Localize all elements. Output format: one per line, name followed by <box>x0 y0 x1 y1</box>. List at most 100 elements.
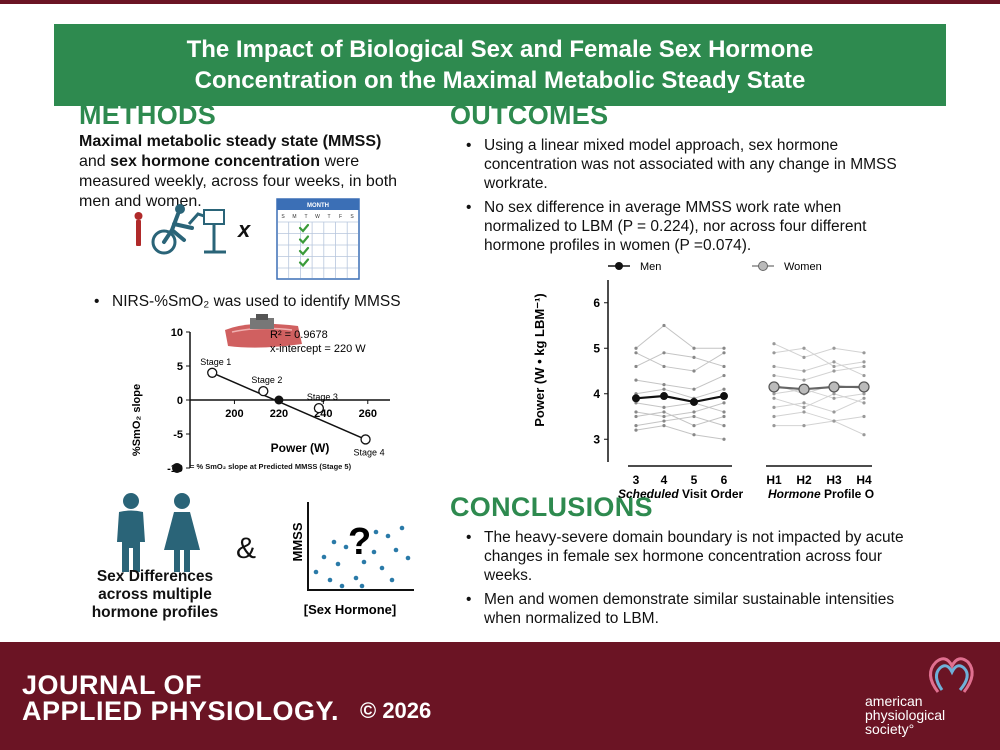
scatter-dot <box>327 577 333 583</box>
conclusions-bullet-2: Men and women demonstrate similar sustai… <box>466 590 914 628</box>
individual-women-point <box>862 392 866 396</box>
aps-logo-icon <box>929 657 974 693</box>
individual-women-point <box>862 351 866 355</box>
individual-men-point <box>722 364 726 369</box>
scatter-ylabel: MMSS <box>290 522 305 561</box>
xgroup2-italic: Hormone <box>768 487 821 500</box>
journal-line-1: JOURNAL OF <box>22 670 203 700</box>
individual-women-point <box>832 396 836 400</box>
individual-men-point <box>722 437 726 441</box>
nirs-y-tick-label: 10 <box>171 327 183 339</box>
individual-men-point <box>722 387 726 391</box>
nirs-legend: = % SmO₂ slope at Predicted MMSS (Stage … <box>190 462 352 471</box>
power-x-tick-label: H4 <box>856 473 872 487</box>
scatter-dot <box>399 525 405 531</box>
individual-men-point <box>634 364 638 369</box>
calendar-day-label: S <box>281 214 285 220</box>
individual-women-point <box>832 364 836 369</box>
individual-men-point <box>662 405 666 409</box>
individual-women-line <box>774 420 865 436</box>
nirs-x-tick-label: 200 <box>225 408 243 420</box>
individual-men-line <box>635 352 725 367</box>
methods-heading: METHODS <box>79 100 217 130</box>
power-x-tick-label: H1 <box>766 473 782 487</box>
question-mark: ? <box>348 521 371 563</box>
conclusions-heading: CONCLUSIONS <box>450 492 653 522</box>
scatter-dot <box>379 565 385 571</box>
power-y-tick-label: 5 <box>593 341 600 355</box>
individual-women-point <box>802 410 806 414</box>
legend-men-label: Men <box>640 261 661 273</box>
footer-bar: JOURNAL OF APPLIED PHYSIOLOGY. © 2026 am… <box>0 642 1000 750</box>
times-symbol: x <box>238 217 251 242</box>
outcomes-bullet-2: No sex difference in average MMSS work r… <box>466 198 914 255</box>
legend-men: Men <box>608 261 661 273</box>
individual-women-point <box>772 373 776 378</box>
individual-men-point <box>662 424 666 428</box>
individual-women-point <box>862 414 866 419</box>
society-line-2: physiological <box>865 707 946 723</box>
power-x-tick-label: 4 <box>661 473 668 487</box>
xgroup1-rest: Visit Order <box>682 487 743 500</box>
nirs-xlabel: Power (W) <box>271 441 330 455</box>
individual-men-point <box>634 346 638 350</box>
predicted-mmss-marker-icon <box>172 463 182 473</box>
individual-men-point <box>692 355 696 359</box>
individual-men-point <box>722 424 726 428</box>
nirs-r2: R² = 0.9678 <box>270 329 328 341</box>
journal-title: JOURNAL OF APPLIED PHYSIOLOGY. <box>22 670 339 725</box>
legend-women-label: Women <box>784 261 822 273</box>
individual-women-point <box>802 401 806 405</box>
abstract-card: The Impact of Biological Sex and Female … <box>40 12 960 642</box>
scatter-dot <box>331 539 337 545</box>
mean-men-point <box>660 392 668 401</box>
individual-women-point <box>802 378 806 382</box>
mean-men-line <box>635 394 725 404</box>
nirs-y-tick-label: -5 <box>173 429 183 441</box>
calendar-day-label: W <box>315 214 320 220</box>
individual-women-point <box>862 401 866 405</box>
individual-men-line <box>635 425 725 440</box>
power-x-tick-label: 3 <box>633 473 640 487</box>
methods-end: were measured weekly, across four weeks,… <box>79 153 398 210</box>
power-y-tick-label: 4 <box>593 387 600 401</box>
copyright: © 2026 <box>360 698 432 723</box>
xgroup2-label: Hormone Profile Order <box>768 487 874 500</box>
individual-men-point <box>662 383 666 387</box>
individual-men-point <box>634 351 638 355</box>
nirs-stage-label: Stage 1 <box>200 357 231 367</box>
nirs-stage-point <box>258 386 269 397</box>
nirs-x-tick-label: 260 <box>359 408 377 420</box>
calendar-day-label: T <box>327 214 330 220</box>
individual-men-line <box>635 388 725 399</box>
individual-women-point <box>832 360 836 364</box>
mean-men-point <box>690 397 698 406</box>
mean-women-point <box>798 383 810 395</box>
mean-men-point <box>720 392 728 401</box>
individual-men-line <box>635 415 725 427</box>
nirs-stage-label: Stage 2 <box>251 375 282 385</box>
individual-men-point <box>634 424 638 428</box>
individual-men-point <box>692 410 696 414</box>
hormone-mmss-scatter-icon: MMSS ? [Sex Hormone] <box>290 502 414 617</box>
individual-men-point <box>722 346 726 350</box>
top-accent-bar <box>0 0 1000 4</box>
individual-women-line <box>773 397 865 413</box>
individual-women-point <box>832 369 836 373</box>
methods-mid: and <box>79 153 106 170</box>
individual-women-point <box>772 351 776 355</box>
scatter-dot <box>335 561 341 567</box>
nirs-y-tick-label: 5 <box>177 361 183 373</box>
individual-women-point <box>772 405 776 409</box>
male-person-icon <box>117 493 145 572</box>
ampersand: & <box>236 532 257 565</box>
nirs-predicted-point <box>274 395 284 405</box>
individual-women-point <box>772 396 776 400</box>
individual-men-point <box>722 351 726 355</box>
society-name: american physiological society° <box>865 694 945 736</box>
sex-differences-label: Sex Differences across multiple hormone … <box>91 568 219 621</box>
title-banner: The Impact of Biological Sex and Female … <box>54 24 946 106</box>
individual-women-point <box>832 392 836 396</box>
scatter-dot <box>361 559 367 565</box>
individual-men-point <box>634 378 638 382</box>
